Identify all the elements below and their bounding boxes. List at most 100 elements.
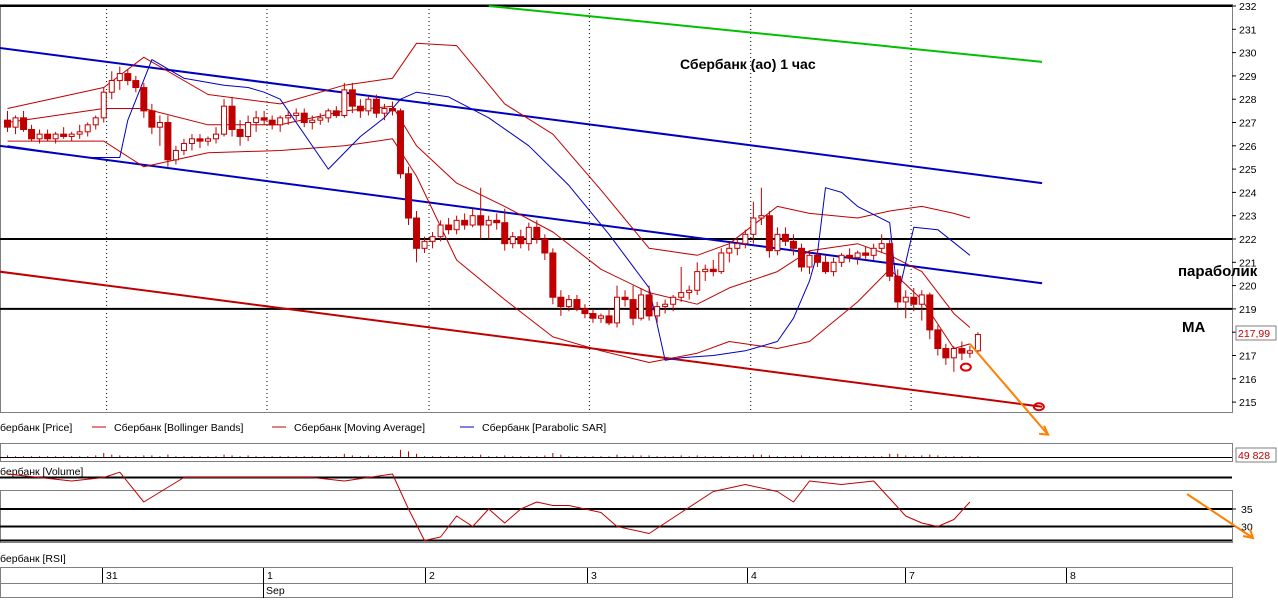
candle-body-down (356, 105, 364, 112)
candle-body-down (573, 299, 581, 310)
candle-body-up (36, 133, 43, 140)
candle-body-up (76, 131, 83, 135)
candle-body-up (950, 348, 957, 359)
candle-body-down (132, 80, 140, 89)
price-tick-label: 221 (1239, 257, 1257, 269)
day-label: 3 (591, 570, 597, 582)
candle-body-down (388, 108, 396, 112)
candle-body-down (164, 122, 172, 161)
candle-body-down (621, 296, 629, 301)
candle-body-up (309, 119, 316, 123)
candle-body-down (645, 294, 653, 317)
candle-body-down (60, 133, 68, 137)
sar-annotation: параболик (1178, 263, 1258, 280)
candle-body-down (268, 119, 276, 126)
candle-body-down (862, 252, 870, 256)
candle-body-up (638, 294, 645, 319)
candle-body-up (726, 247, 733, 254)
day-label: 2 (429, 570, 435, 582)
candle-body-down (910, 296, 918, 305)
candle-body-down (445, 224, 453, 231)
candle-body-up (654, 306, 661, 317)
forecast-marks (959, 343, 1050, 436)
legend-label: бербанк [Price] (0, 422, 72, 434)
candle-body-down (894, 275, 902, 303)
price-tick-label: 225 (1239, 164, 1257, 176)
price-tick-label: 216 (1239, 374, 1257, 386)
candle-body-up (525, 226, 532, 245)
forecast-mark (1032, 402, 1045, 412)
candle-body-up (421, 240, 428, 249)
rsi-line (7, 471, 971, 541)
candle-body-up (918, 294, 925, 305)
day-label: 8 (1070, 570, 1076, 582)
candle-body-up (902, 296, 909, 303)
candle-body-down (781, 233, 789, 242)
green-trend-line (488, 5, 1043, 63)
rsi-pane-frame (0, 490, 1233, 543)
price-pane (0, 4, 1233, 436)
rsi-forecast-arrow (1186, 493, 1254, 539)
rsi-tick-label: 35 (1241, 504, 1253, 516)
candle-body-down (124, 73, 132, 82)
bollinger-lower-line (7, 138, 971, 363)
candle-body-down (886, 243, 894, 277)
candle-body-up (52, 133, 59, 140)
forecast-arrow-head (1038, 425, 1050, 436)
time-axis: 31 1 2 3 4 7 8 Sep (0, 567, 1233, 598)
volume-pane-frame (0, 443, 1233, 462)
candle-body-up (293, 112, 300, 117)
rsi-pane-label: бербанк [RSI] (0, 553, 66, 565)
price-tick-label: 230 (1239, 48, 1257, 60)
day-label: 1 (267, 570, 273, 582)
rsi-tick-label: 30 (1241, 522, 1253, 534)
candle-body-up (381, 108, 388, 114)
candle-body-up (758, 215, 765, 219)
candle-body-down (533, 226, 541, 240)
candle-body-up (742, 233, 749, 245)
candle-body-down (926, 294, 934, 331)
candle-body-up (830, 261, 837, 273)
parabolic-sar-line (7, 59, 971, 361)
forecast-mark (959, 362, 972, 372)
candle-body-down (541, 238, 549, 254)
candle-body-down (589, 313, 597, 319)
legend-label: Сбербанк [Bollinger Bands] (114, 422, 244, 434)
candle-body-down (236, 128, 244, 137)
price-tick-label: 220 (1239, 281, 1257, 293)
candle-body-up (341, 89, 348, 117)
last-price-tag: 217,99 (1235, 325, 1277, 341)
candle-body-down (44, 133, 52, 140)
candle-body-down (557, 296, 565, 308)
candle-body-down (28, 128, 36, 140)
candle-body-down (517, 236, 525, 245)
price-tick-label: 222 (1239, 234, 1257, 246)
candle-body-up (277, 117, 284, 126)
day-label: 31 (106, 570, 118, 582)
candle-body-up (686, 289, 693, 294)
day-label: 4 (751, 570, 757, 582)
candle-body-up (718, 252, 725, 273)
last-price-box (1235, 325, 1277, 341)
candle-body-up (365, 98, 372, 112)
candle-body-up (670, 296, 677, 305)
day-label: 7 (909, 570, 915, 582)
candle-body-down (846, 254, 854, 259)
candle-body-up (213, 133, 220, 140)
candle-body-down (196, 138, 204, 142)
candle-body-up (92, 117, 99, 126)
price-tick-label: 219 (1239, 304, 1257, 316)
candle-body-up (12, 117, 19, 128)
chart-title: Сбербанк (ао) 1 час (680, 56, 816, 72)
candle-body-up (325, 110, 332, 119)
candle-body-up (806, 254, 813, 268)
parabolic-sar (7, 59, 971, 361)
price-tick-label: 228 (1239, 94, 1257, 106)
support-line (0, 270, 1043, 408)
candles (4, 66, 981, 372)
price-tick-label: 226 (1239, 141, 1257, 153)
candle-body-down (605, 315, 613, 324)
candle-body-down (958, 348, 966, 354)
ma-annotation: MA (1182, 319, 1205, 336)
candle-body-down (300, 112, 308, 123)
